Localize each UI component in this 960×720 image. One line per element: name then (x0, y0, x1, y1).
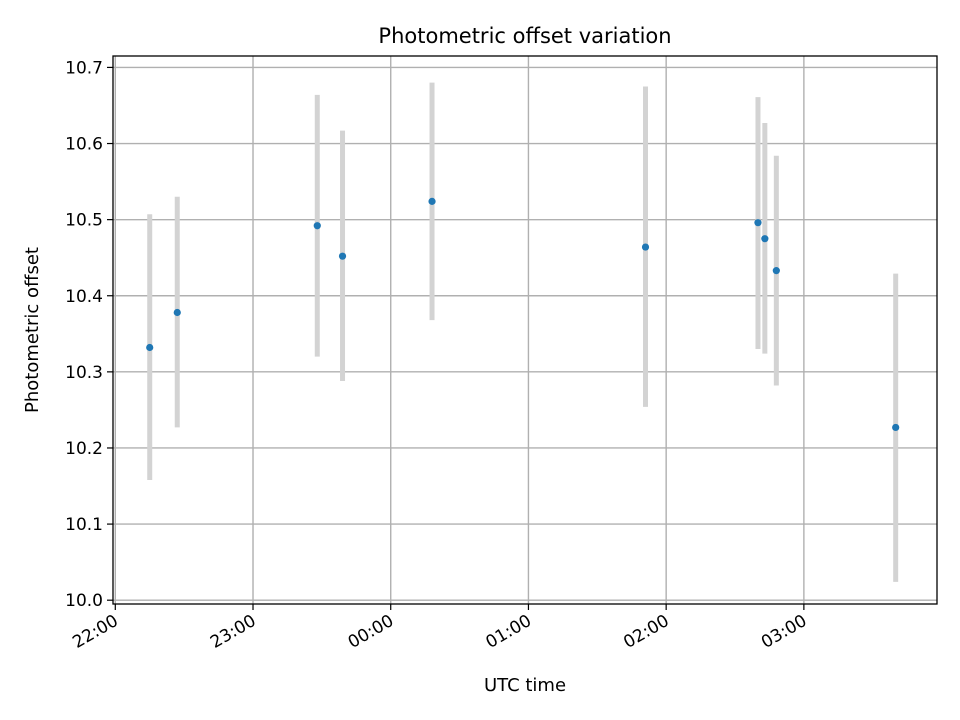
chart-title: Photometric offset variation (378, 24, 671, 48)
data-point (313, 222, 321, 230)
data-point (772, 267, 780, 275)
y-tick-label: 10.3 (65, 363, 103, 383)
y-tick-label: 10.7 (65, 58, 103, 78)
data-point (146, 343, 154, 352)
y-tick-label: 10.6 (65, 135, 103, 155)
y-tick-label: 10.1 (65, 515, 103, 535)
y-axis-ticks: 10.0 10.1 10.2 10.3 10.4 10.5 10.6 10.7 (65, 58, 113, 611)
data-point (428, 197, 436, 205)
x-tick-label: 00:00 (345, 611, 397, 653)
data-point (173, 308, 181, 317)
x-tick-label: 02:00 (620, 611, 672, 653)
error-bars (147, 82, 899, 582)
y-tick-label: 10.2 (65, 439, 103, 459)
data-point (641, 243, 650, 251)
x-tick-label: 03:00 (758, 611, 810, 653)
x-tick-label: 22:00 (69, 611, 121, 653)
x-axis-label: UTC time (484, 675, 566, 696)
x-axis-ticks: 22:00 23:00 00:00 01:00 02:00 03:00 (69, 604, 810, 653)
data-point (761, 235, 769, 243)
data-point (754, 219, 762, 227)
plot-frame (112, 55, 938, 605)
data-point (338, 252, 347, 260)
y-tick-label: 10.0 (65, 591, 103, 611)
data-points (146, 197, 900, 432)
x-tick-label: 01:00 (483, 611, 535, 653)
data-point (892, 423, 900, 432)
y-axis-label: Photometric offset (22, 247, 43, 413)
x-tick-label: 23:00 (207, 611, 259, 653)
y-tick-label: 10.5 (65, 211, 103, 231)
grid (113, 56, 937, 604)
y-tick-label: 10.4 (65, 287, 103, 307)
